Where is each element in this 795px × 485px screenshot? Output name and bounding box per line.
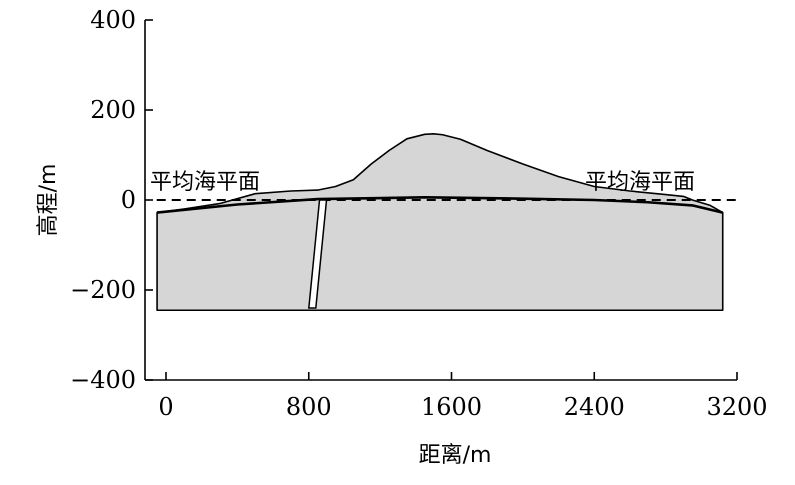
y-axis-title: 高程/m	[36, 164, 61, 237]
fault-zone	[307, 199, 328, 309]
interface-line	[156, 196, 724, 214]
x-tick-label: 1600	[421, 393, 482, 421]
sea-level-label-right: 平均海平面	[585, 170, 695, 195]
sea-level-label-left: 平均海平面	[150, 170, 260, 195]
x-tick-label: 0	[158, 393, 173, 421]
x-tick-label: 800	[286, 393, 332, 421]
y-tick-label: −200	[70, 276, 136, 304]
plot-area	[156, 133, 737, 312]
x-tick-label: 3200	[706, 393, 767, 421]
y-tick-label: 200	[90, 96, 136, 124]
x-tick-label: 2400	[564, 393, 625, 421]
y-tick-label: 400	[90, 6, 136, 34]
x-axis-title: 距离/m	[419, 443, 492, 468]
y-tick-label: −400	[70, 366, 136, 394]
axes: 400 200 0 −200 −400 0 800 1600 2400 3200	[70, 6, 767, 421]
model-body	[156, 133, 724, 312]
y-tick-label: 0	[121, 186, 136, 214]
